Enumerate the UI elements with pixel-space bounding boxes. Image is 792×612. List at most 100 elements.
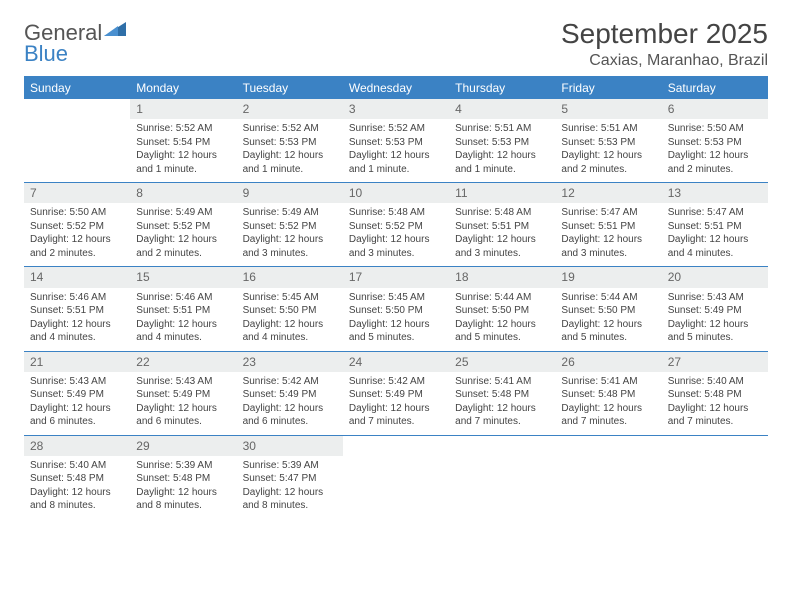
- sunrise-line: Sunrise: 5:39 AM: [136, 459, 230, 473]
- daylight-line: Daylight: 12 hours and 5 minutes.: [455, 318, 549, 345]
- day-number: 4: [449, 99, 555, 119]
- daylight-line: Daylight: 12 hours and 5 minutes.: [668, 318, 762, 345]
- day-number: 3: [343, 99, 449, 119]
- sunset-line: Sunset: 5:53 PM: [349, 136, 443, 150]
- day-number: 9: [237, 183, 343, 203]
- calendar-day: 28Sunrise: 5:40 AMSunset: 5:48 PMDayligh…: [24, 436, 130, 519]
- brand-text: General Blue: [24, 18, 128, 65]
- calendar-week: .1Sunrise: 5:52 AMSunset: 5:54 PMDayligh…: [24, 99, 768, 182]
- sunset-line: Sunset: 5:48 PM: [136, 472, 230, 486]
- sunset-line: Sunset: 5:52 PM: [30, 220, 124, 234]
- calendar-day: 2Sunrise: 5:52 AMSunset: 5:53 PMDaylight…: [237, 99, 343, 182]
- day-number: 17: [343, 267, 449, 287]
- sunrise-line: Sunrise: 5:41 AM: [455, 375, 549, 389]
- daylight-line: Daylight: 12 hours and 4 minutes.: [30, 318, 124, 345]
- calendar-day: 20Sunrise: 5:43 AMSunset: 5:49 PMDayligh…: [662, 267, 768, 350]
- calendar-week: 21Sunrise: 5:43 AMSunset: 5:49 PMDayligh…: [24, 351, 768, 435]
- calendar-day: 8Sunrise: 5:49 AMSunset: 5:52 PMDaylight…: [130, 183, 236, 266]
- daylight-line: Daylight: 12 hours and 7 minutes.: [561, 402, 655, 429]
- day-number: 25: [449, 352, 555, 372]
- day-number: 29: [130, 436, 236, 456]
- sunset-line: Sunset: 5:50 PM: [455, 304, 549, 318]
- calendar-day: 17Sunrise: 5:45 AMSunset: 5:50 PMDayligh…: [343, 267, 449, 350]
- calendar-day: 13Sunrise: 5:47 AMSunset: 5:51 PMDayligh…: [662, 183, 768, 266]
- day-number: 30: [237, 436, 343, 456]
- sunrise-line: Sunrise: 5:52 AM: [349, 122, 443, 136]
- day-number: 28: [24, 436, 130, 456]
- calendar-day: 16Sunrise: 5:45 AMSunset: 5:50 PMDayligh…: [237, 267, 343, 350]
- daylight-line: Daylight: 12 hours and 4 minutes.: [136, 318, 230, 345]
- calendar-day: 1Sunrise: 5:52 AMSunset: 5:54 PMDaylight…: [130, 99, 236, 182]
- calendar: SundayMondayTuesdayWednesdayThursdayFrid…: [24, 76, 768, 519]
- sunrise-line: Sunrise: 5:50 AM: [668, 122, 762, 136]
- calendar-day-empty: .: [555, 436, 661, 519]
- daylight-line: Daylight: 12 hours and 3 minutes.: [455, 233, 549, 260]
- day-number: 20: [662, 267, 768, 287]
- daylight-line: Daylight: 12 hours and 5 minutes.: [349, 318, 443, 345]
- day-number: 19: [555, 267, 661, 287]
- dayofweek-cell: Wednesday: [343, 76, 449, 99]
- day-number: 2: [237, 99, 343, 119]
- day-number: 10: [343, 183, 449, 203]
- sunrise-line: Sunrise: 5:45 AM: [243, 291, 337, 305]
- brand-mark-icon: [102, 20, 128, 45]
- daylight-line: Daylight: 12 hours and 2 minutes.: [561, 149, 655, 176]
- daylight-line: Daylight: 12 hours and 6 minutes.: [30, 402, 124, 429]
- sunrise-line: Sunrise: 5:39 AM: [243, 459, 337, 473]
- dayofweek-cell: Friday: [555, 76, 661, 99]
- sunrise-line: Sunrise: 5:52 AM: [136, 122, 230, 136]
- sunset-line: Sunset: 5:52 PM: [349, 220, 443, 234]
- daylight-line: Daylight: 12 hours and 1 minute.: [349, 149, 443, 176]
- day-number: 13: [662, 183, 768, 203]
- day-number: 12: [555, 183, 661, 203]
- brand-logo: General Blue: [24, 18, 128, 65]
- brand-word2: Blue: [24, 41, 68, 66]
- calendar-day: 18Sunrise: 5:44 AMSunset: 5:50 PMDayligh…: [449, 267, 555, 350]
- calendar-day: 24Sunrise: 5:42 AMSunset: 5:49 PMDayligh…: [343, 352, 449, 435]
- day-number: 22: [130, 352, 236, 372]
- sunrise-line: Sunrise: 5:40 AM: [668, 375, 762, 389]
- calendar-day: 4Sunrise: 5:51 AMSunset: 5:53 PMDaylight…: [449, 99, 555, 182]
- sunrise-line: Sunrise: 5:42 AM: [243, 375, 337, 389]
- location: Caxias, Maranhao, Brazil: [561, 52, 768, 70]
- sunrise-line: Sunrise: 5:43 AM: [136, 375, 230, 389]
- calendar-week: 7Sunrise: 5:50 AMSunset: 5:52 PMDaylight…: [24, 182, 768, 266]
- daylight-line: Daylight: 12 hours and 6 minutes.: [136, 402, 230, 429]
- calendar-day: 9Sunrise: 5:49 AMSunset: 5:52 PMDaylight…: [237, 183, 343, 266]
- month-title: September 2025: [561, 18, 768, 50]
- calendar-day: 25Sunrise: 5:41 AMSunset: 5:48 PMDayligh…: [449, 352, 555, 435]
- daylight-line: Daylight: 12 hours and 1 minute.: [455, 149, 549, 176]
- sunrise-line: Sunrise: 5:40 AM: [30, 459, 124, 473]
- calendar-day: 19Sunrise: 5:44 AMSunset: 5:50 PMDayligh…: [555, 267, 661, 350]
- calendar-day-empty: .: [24, 99, 130, 182]
- day-number: 18: [449, 267, 555, 287]
- dayofweek-header: SundayMondayTuesdayWednesdayThursdayFrid…: [24, 76, 768, 99]
- day-number: 11: [449, 183, 555, 203]
- calendar-day: 12Sunrise: 5:47 AMSunset: 5:51 PMDayligh…: [555, 183, 661, 266]
- sunrise-line: Sunrise: 5:49 AM: [136, 206, 230, 220]
- sunset-line: Sunset: 5:49 PM: [243, 388, 337, 402]
- sunset-line: Sunset: 5:48 PM: [561, 388, 655, 402]
- day-number: 16: [237, 267, 343, 287]
- daylight-line: Daylight: 12 hours and 5 minutes.: [561, 318, 655, 345]
- sunrise-line: Sunrise: 5:47 AM: [561, 206, 655, 220]
- daylight-line: Daylight: 12 hours and 2 minutes.: [668, 149, 762, 176]
- sunset-line: Sunset: 5:49 PM: [30, 388, 124, 402]
- day-number: 14: [24, 267, 130, 287]
- calendar-day: 29Sunrise: 5:39 AMSunset: 5:48 PMDayligh…: [130, 436, 236, 519]
- sunrise-line: Sunrise: 5:45 AM: [349, 291, 443, 305]
- day-number: 27: [662, 352, 768, 372]
- calendar-day-empty: .: [449, 436, 555, 519]
- calendar-week: 28Sunrise: 5:40 AMSunset: 5:48 PMDayligh…: [24, 435, 768, 519]
- calendar-body: .1Sunrise: 5:52 AMSunset: 5:54 PMDayligh…: [24, 99, 768, 519]
- day-number: 7: [24, 183, 130, 203]
- sunrise-line: Sunrise: 5:47 AM: [668, 206, 762, 220]
- sunrise-line: Sunrise: 5:46 AM: [136, 291, 230, 305]
- day-number: 26: [555, 352, 661, 372]
- calendar-week: 14Sunrise: 5:46 AMSunset: 5:51 PMDayligh…: [24, 266, 768, 350]
- sunset-line: Sunset: 5:47 PM: [243, 472, 337, 486]
- day-number: 23: [237, 352, 343, 372]
- sunset-line: Sunset: 5:50 PM: [243, 304, 337, 318]
- dayofweek-cell: Sunday: [24, 76, 130, 99]
- calendar-day: 10Sunrise: 5:48 AMSunset: 5:52 PMDayligh…: [343, 183, 449, 266]
